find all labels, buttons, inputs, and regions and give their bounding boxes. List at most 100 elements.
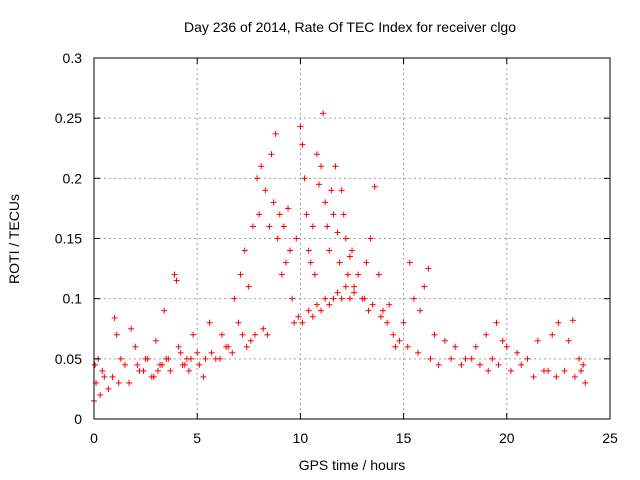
data-point: [295, 313, 302, 320]
data-point: [258, 163, 265, 170]
data-point: [578, 367, 585, 374]
data-point: [313, 301, 320, 308]
data-point: [499, 337, 506, 344]
data-point: [202, 355, 209, 362]
x-tick-label: 15: [396, 430, 412, 446]
data-point: [249, 223, 256, 230]
data-point: [336, 259, 343, 266]
data-point: [208, 349, 215, 356]
data-point: [260, 325, 267, 332]
data-point: [113, 331, 120, 338]
data-point: [282, 259, 289, 266]
data-point: [489, 355, 496, 362]
data-point: [386, 301, 393, 308]
data-point: [297, 123, 304, 130]
data-point: [485, 367, 492, 374]
data-point: [109, 373, 116, 380]
data-point: [576, 355, 583, 362]
data-point: [561, 367, 568, 374]
data-point: [507, 367, 514, 374]
data-point: [115, 379, 122, 386]
data-point: [132, 343, 139, 350]
data-point: [483, 331, 490, 338]
data-point: [134, 361, 141, 368]
data-point: [524, 355, 531, 362]
data-point: [196, 361, 203, 368]
data-point: [309, 223, 316, 230]
data-point: [371, 183, 378, 190]
data-point: [582, 379, 589, 386]
data-point: [175, 343, 182, 350]
data-point: [351, 283, 358, 290]
data-point: [421, 283, 428, 290]
data-point: [154, 367, 161, 374]
data-point: [400, 319, 407, 326]
data-point: [565, 337, 572, 344]
data-point: [206, 319, 213, 326]
data-point: [318, 163, 325, 170]
data-point: [276, 211, 283, 218]
data-point: [126, 379, 133, 386]
data-point: [435, 361, 442, 368]
data-point: [334, 289, 341, 296]
data-point: [448, 355, 455, 362]
data-point: [410, 295, 417, 302]
data-point: [441, 337, 448, 344]
data-point: [223, 343, 230, 350]
data-point: [322, 295, 329, 302]
data-point: [311, 271, 318, 278]
data-point: [355, 271, 362, 278]
data-point: [121, 361, 128, 368]
data-point: [553, 373, 560, 380]
data-point: [344, 271, 351, 278]
data-point: [390, 331, 397, 338]
data-point: [287, 247, 294, 254]
y-tick-label: 0.05: [55, 351, 82, 367]
data-point: [99, 367, 106, 374]
data-point: [293, 235, 300, 242]
data-point: [431, 331, 438, 338]
data-point: [235, 319, 242, 326]
data-point: [231, 295, 238, 302]
data-point: [307, 259, 314, 266]
data-point: [251, 331, 258, 338]
data-point: [571, 373, 578, 380]
y-tick-label: 0: [74, 411, 82, 427]
data-point: [117, 355, 124, 362]
grid: [94, 58, 610, 419]
data-point: [365, 307, 372, 314]
data-point: [406, 259, 413, 266]
data-point: [239, 331, 246, 338]
data-point: [417, 307, 424, 314]
data-point: [462, 355, 469, 362]
data-point: [264, 331, 271, 338]
data-point: [105, 385, 112, 392]
data-point: [144, 355, 151, 362]
data-point: [303, 211, 310, 218]
data-point: [301, 175, 308, 182]
data-point: [188, 355, 195, 362]
data-point: [272, 130, 279, 137]
data-point: [342, 283, 349, 290]
data-point: [518, 361, 525, 368]
data-point: [216, 355, 223, 362]
data-point: [128, 325, 135, 332]
y-tick-label: 0.2: [63, 170, 83, 186]
data-point: [540, 367, 547, 374]
data-point: [163, 355, 170, 362]
data-point: [237, 271, 244, 278]
data-point: [495, 361, 502, 368]
data-point: [185, 367, 192, 374]
axis-ticks: 0 5 10 15 20 25 0 0.05 0.1 0.15 0.2 0.25 0.3: [55, 50, 618, 446]
x-tick-label: 20: [499, 430, 515, 446]
data-point: [349, 247, 355, 254]
data-point: [324, 223, 331, 230]
y-tick-label: 0.1: [63, 291, 83, 307]
data-point: [514, 349, 521, 356]
data-point: [173, 277, 180, 284]
data-point: [152, 337, 159, 344]
data-point: [150, 373, 157, 380]
data-point: [305, 307, 312, 314]
data-point: [266, 223, 273, 230]
data-point: [159, 361, 166, 368]
